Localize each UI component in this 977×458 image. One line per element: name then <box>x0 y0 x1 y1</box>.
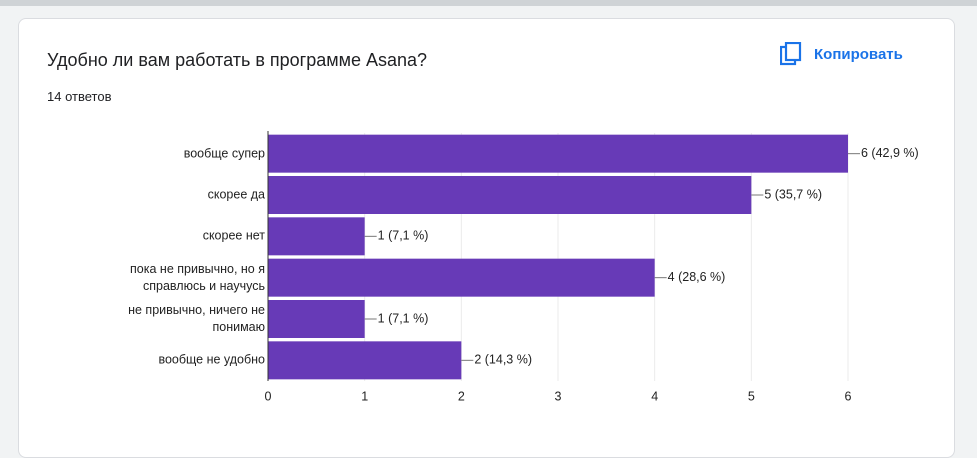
card <box>18 18 955 458</box>
category-label: скорее да <box>207 187 265 202</box>
category-label: пока не привычно, но я справлюсь и научу… <box>130 261 265 293</box>
x-tick-label: 0 <box>265 389 272 403</box>
bar <box>268 217 365 256</box>
bar <box>268 341 462 380</box>
x-tick-label: 3 <box>555 389 562 403</box>
value-label: 1 (7,1 %) <box>378 311 429 325</box>
x-tick-label: 5 <box>748 389 755 403</box>
category-label: скорее нет <box>202 228 265 243</box>
bar <box>268 300 365 338</box>
value-label: 1 (7,1 %) <box>378 229 429 243</box>
response-count: 14 ответов <box>47 89 112 104</box>
copy-label[interactable]: Копировать <box>814 45 903 63</box>
bar <box>268 258 655 297</box>
bar <box>268 176 752 214</box>
value-label: 6 (42,9 %) <box>861 146 919 160</box>
category-label: вообще супер <box>183 146 265 161</box>
x-tick-label: 4 <box>651 389 658 403</box>
value-label: 4 (28,6 %) <box>668 270 726 284</box>
category-label: не привычно, ничего не понимаю <box>128 303 265 334</box>
chart-title: Удобно ли вам работать в программе Asana… <box>47 50 428 70</box>
category-label: вообще не удобно <box>158 352 265 367</box>
x-tick-label: 6 <box>845 389 852 403</box>
x-tick-label: 1 <box>361 389 368 403</box>
bar <box>268 134 848 173</box>
top-bar <box>0 0 977 6</box>
value-label: 5 (35,7 %) <box>764 187 822 201</box>
copy-icon <box>780 42 802 66</box>
value-label: 2 (14,3 %) <box>474 353 532 367</box>
x-tick-label: 2 <box>458 389 465 403</box>
copy-button[interactable]: Копировать <box>780 42 903 66</box>
